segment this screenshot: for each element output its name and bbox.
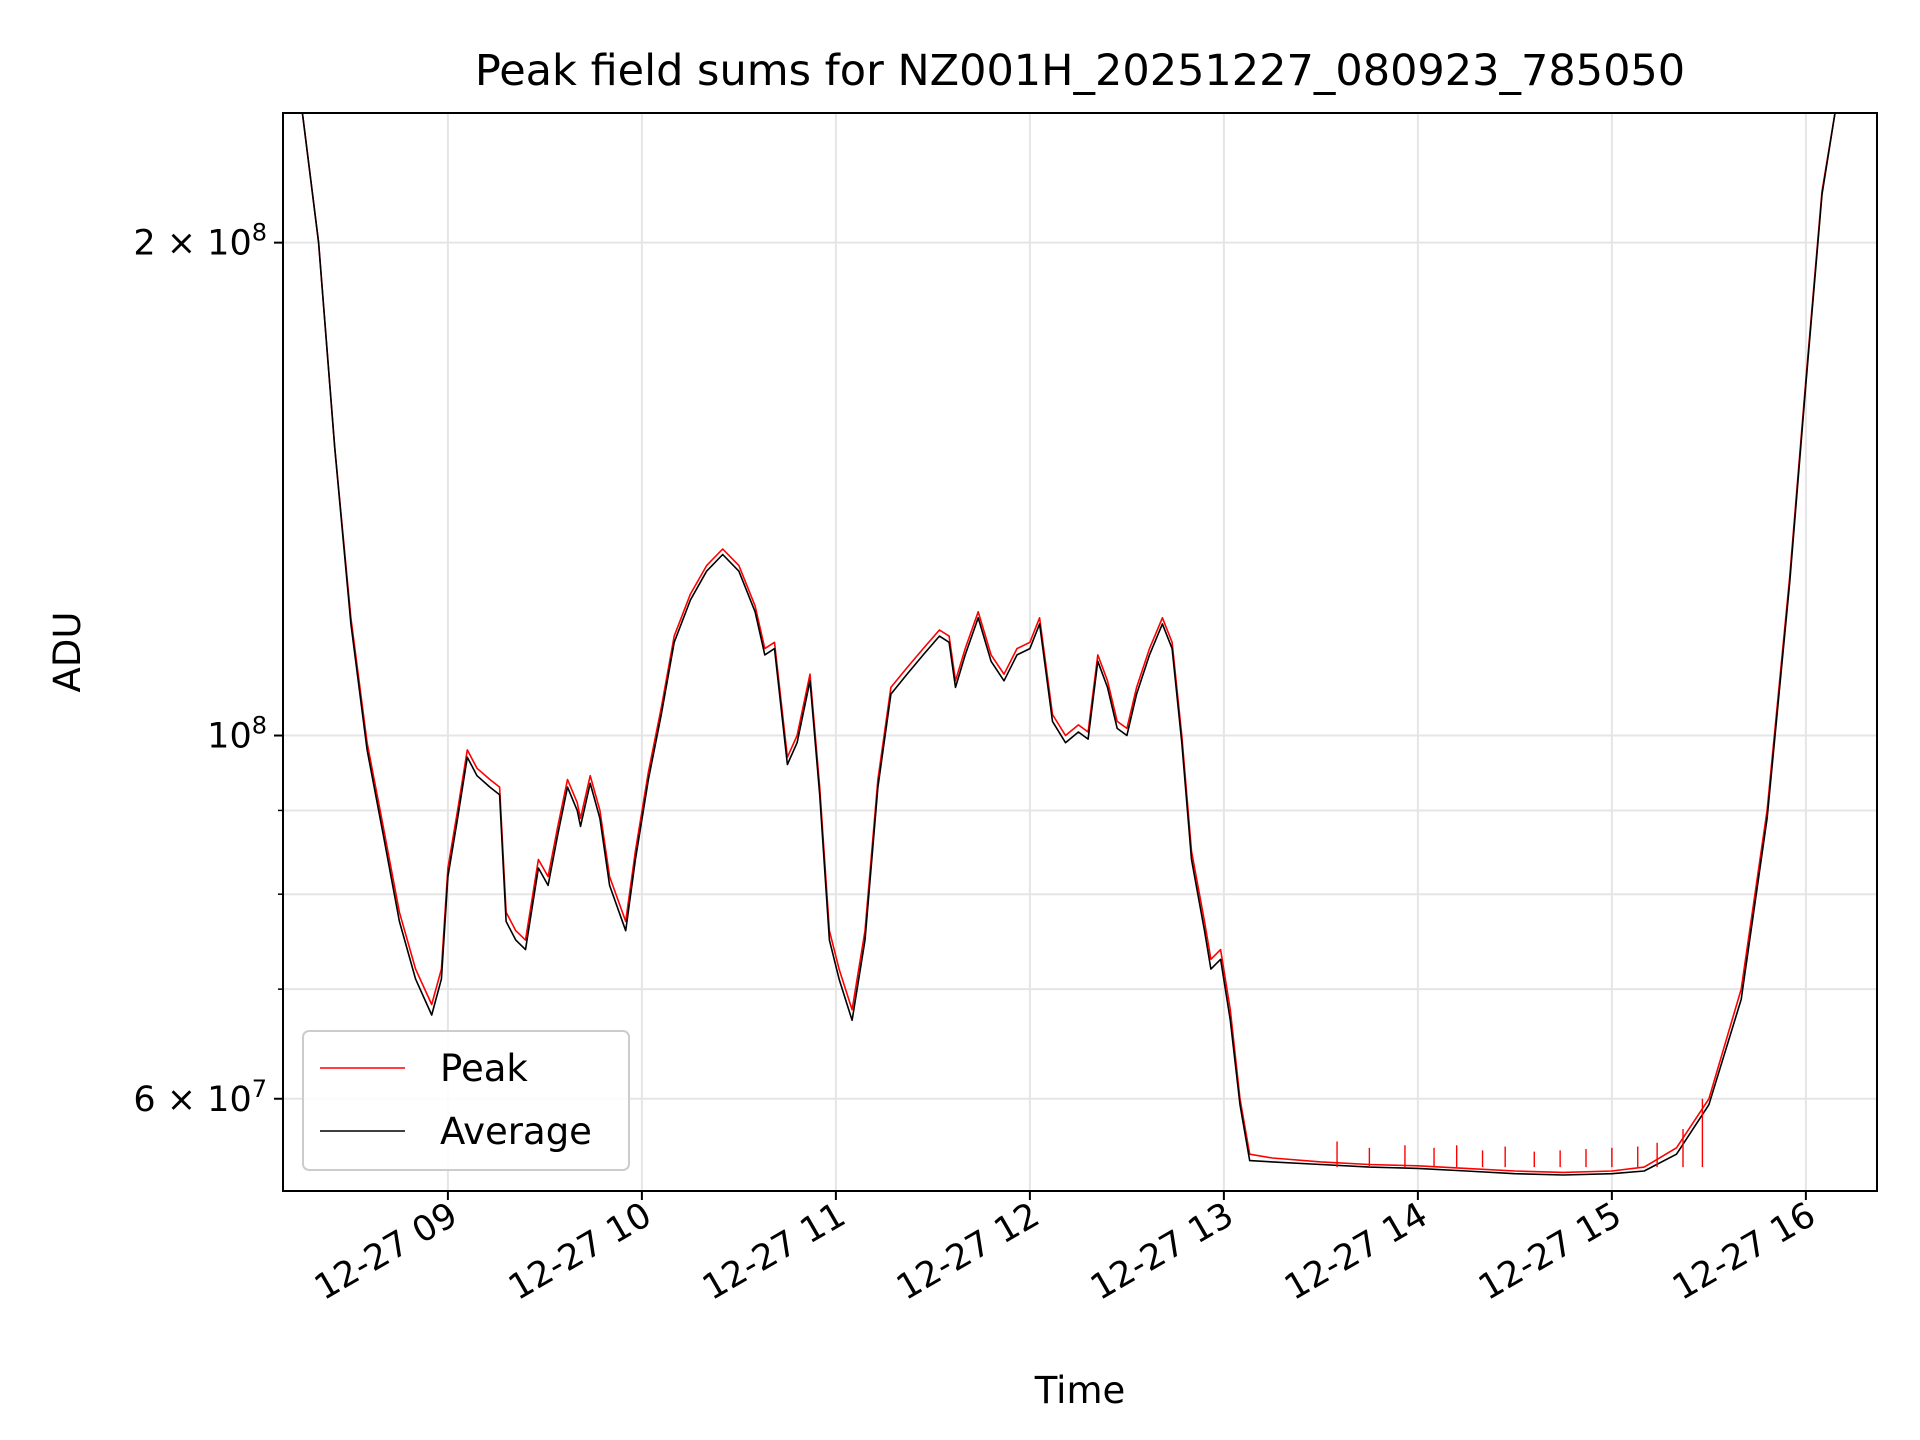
plot-lines	[283, 113, 1877, 1176]
y-axis-ticks: 2 × 108 108 6 × 107	[133, 219, 283, 1120]
chart-title: Peak field sums for NZ001H_20251227_0809…	[475, 46, 1685, 96]
y-axis-label: ADU	[46, 612, 89, 693]
plot-area	[283, 113, 1877, 1191]
y-tick-label: 2 × 108	[133, 219, 267, 264]
x-axis-label: Time	[1034, 1369, 1126, 1412]
grid	[283, 113, 1877, 1191]
legend-peak-label: Peak	[440, 1047, 528, 1090]
y-tick-label: 6 × 107	[133, 1075, 267, 1120]
y-tick-label: 108	[207, 712, 267, 757]
legend-box	[302, 1030, 630, 1171]
legend-average-label: Average	[440, 1110, 592, 1153]
legend: Peak Average	[302, 1030, 630, 1171]
series-group	[283, 113, 1877, 1176]
series-average-line	[283, 113, 1877, 1176]
axes-frame	[282, 112, 1878, 1192]
